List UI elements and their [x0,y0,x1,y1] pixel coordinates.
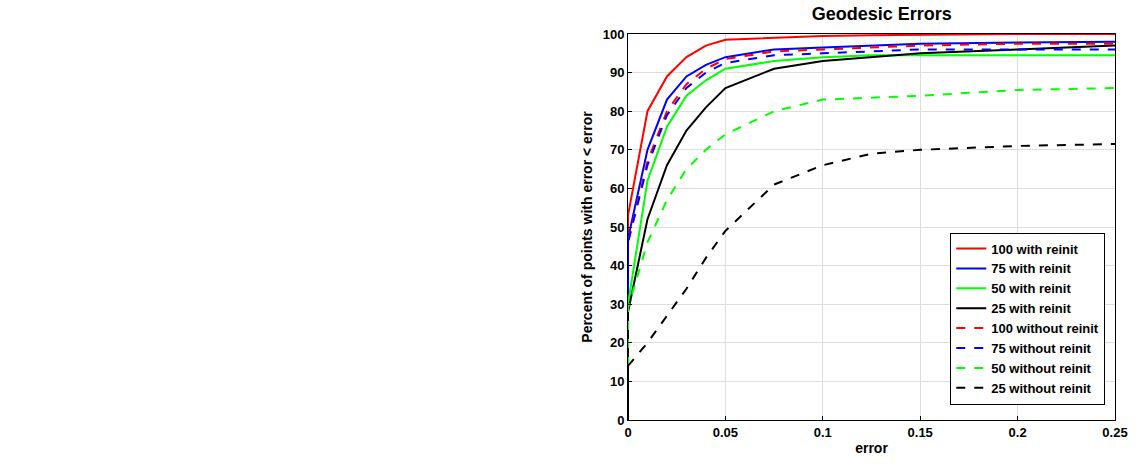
svg-text:0.05: 0.05 [713,425,738,440]
svg-text:0: 0 [617,413,624,428]
svg-text:20: 20 [610,335,624,350]
svg-text:0.1: 0.1 [814,425,832,440]
svg-text:0.25: 0.25 [1102,425,1127,440]
svg-text:40: 40 [610,258,624,273]
svg-text:10: 10 [610,374,624,389]
svg-text:error: error [855,440,888,456]
svg-text:70: 70 [610,142,624,157]
svg-text:75 without reinit: 75 without reinit [991,341,1091,356]
svg-text:50 with reinit: 50 with reinit [991,281,1071,296]
svg-text:0.15: 0.15 [908,425,933,440]
svg-text:60: 60 [610,181,624,196]
svg-text:100 with reinit: 100 with reinit [991,242,1078,257]
svg-text:75 with reinit: 75 with reinit [991,261,1071,276]
svg-text:80: 80 [610,104,624,119]
svg-text:30: 30 [610,297,624,312]
svg-text:100 without reinit: 100 without reinit [991,321,1099,336]
svg-text:Geodesic Errors: Geodesic Errors [812,4,952,24]
svg-text:25 with reinit: 25 with reinit [991,301,1071,316]
svg-text:50 without reinit: 50 without reinit [991,361,1091,376]
svg-text:25 without reinit: 25 without reinit [991,381,1091,396]
svg-text:Percent of points with error <: Percent of points with error < error [579,111,595,343]
svg-text:0: 0 [624,425,631,440]
svg-text:50: 50 [610,220,624,235]
svg-text:0.2: 0.2 [1009,425,1027,440]
svg-text:90: 90 [610,65,624,80]
svg-text:100: 100 [603,27,625,42]
